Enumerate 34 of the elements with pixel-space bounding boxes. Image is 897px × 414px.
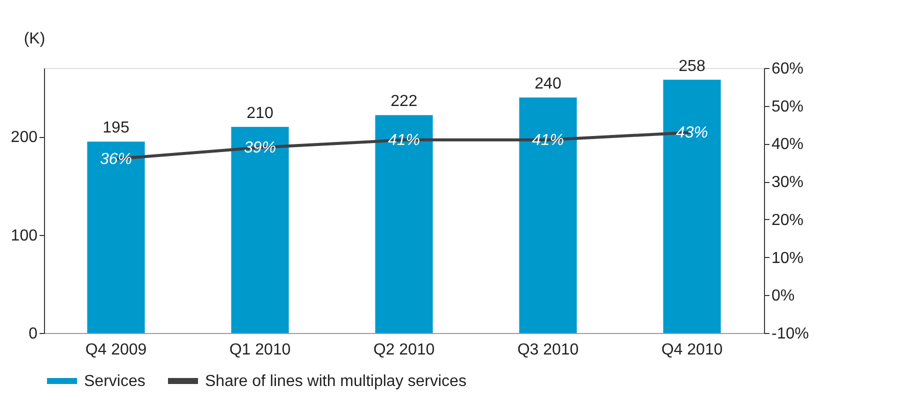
- data-label: 195: [102, 120, 130, 137]
- y2-tick-label: 10%: [772, 250, 804, 267]
- y-tick-label: 0: [28, 326, 38, 342]
- bar: [519, 97, 577, 333]
- data-label: 41%: [532, 132, 564, 149]
- legend-label: Share of lines with multiplay services: [205, 373, 466, 390]
- y-axis-title: (K): [24, 30, 46, 48]
- data-label: 240: [534, 75, 562, 92]
- data-label: 41%: [388, 132, 420, 149]
- x-tick-label: Q3 2010: [517, 342, 579, 358]
- y2-tick-label: 0%: [772, 288, 795, 305]
- bar: [87, 142, 145, 333]
- y2-tick-label: 60%: [772, 60, 804, 78]
- data-label: 210: [246, 104, 274, 122]
- y2-tick-label: 40%: [772, 136, 804, 154]
- bar: [375, 115, 433, 333]
- y2-tick-label: 20%: [772, 212, 804, 229]
- data-label: 222: [390, 93, 418, 110]
- y-tick-label: 200: [10, 129, 38, 146]
- y2-tick-label: 30%: [772, 174, 804, 192]
- y2-tick-label: -10%: [772, 326, 809, 342]
- y-tick-label: 100: [10, 227, 38, 244]
- x-tick-label: Q1 2010: [229, 342, 291, 358]
- data-label: 258: [678, 58, 706, 75]
- x-tick-label: Q2 2010: [373, 342, 435, 358]
- data-label: 43%: [676, 124, 708, 142]
- y2-tick-label: 50%: [772, 98, 804, 116]
- x-tick-label: Q4 2010: [661, 342, 723, 358]
- legend-label: Services: [84, 373, 146, 390]
- data-label: 36%: [100, 150, 132, 168]
- x-tick-label: Q4 2009: [85, 342, 147, 358]
- bar: [231, 126, 289, 333]
- data-label: 39%: [244, 140, 276, 156]
- bar: [663, 80, 721, 333]
